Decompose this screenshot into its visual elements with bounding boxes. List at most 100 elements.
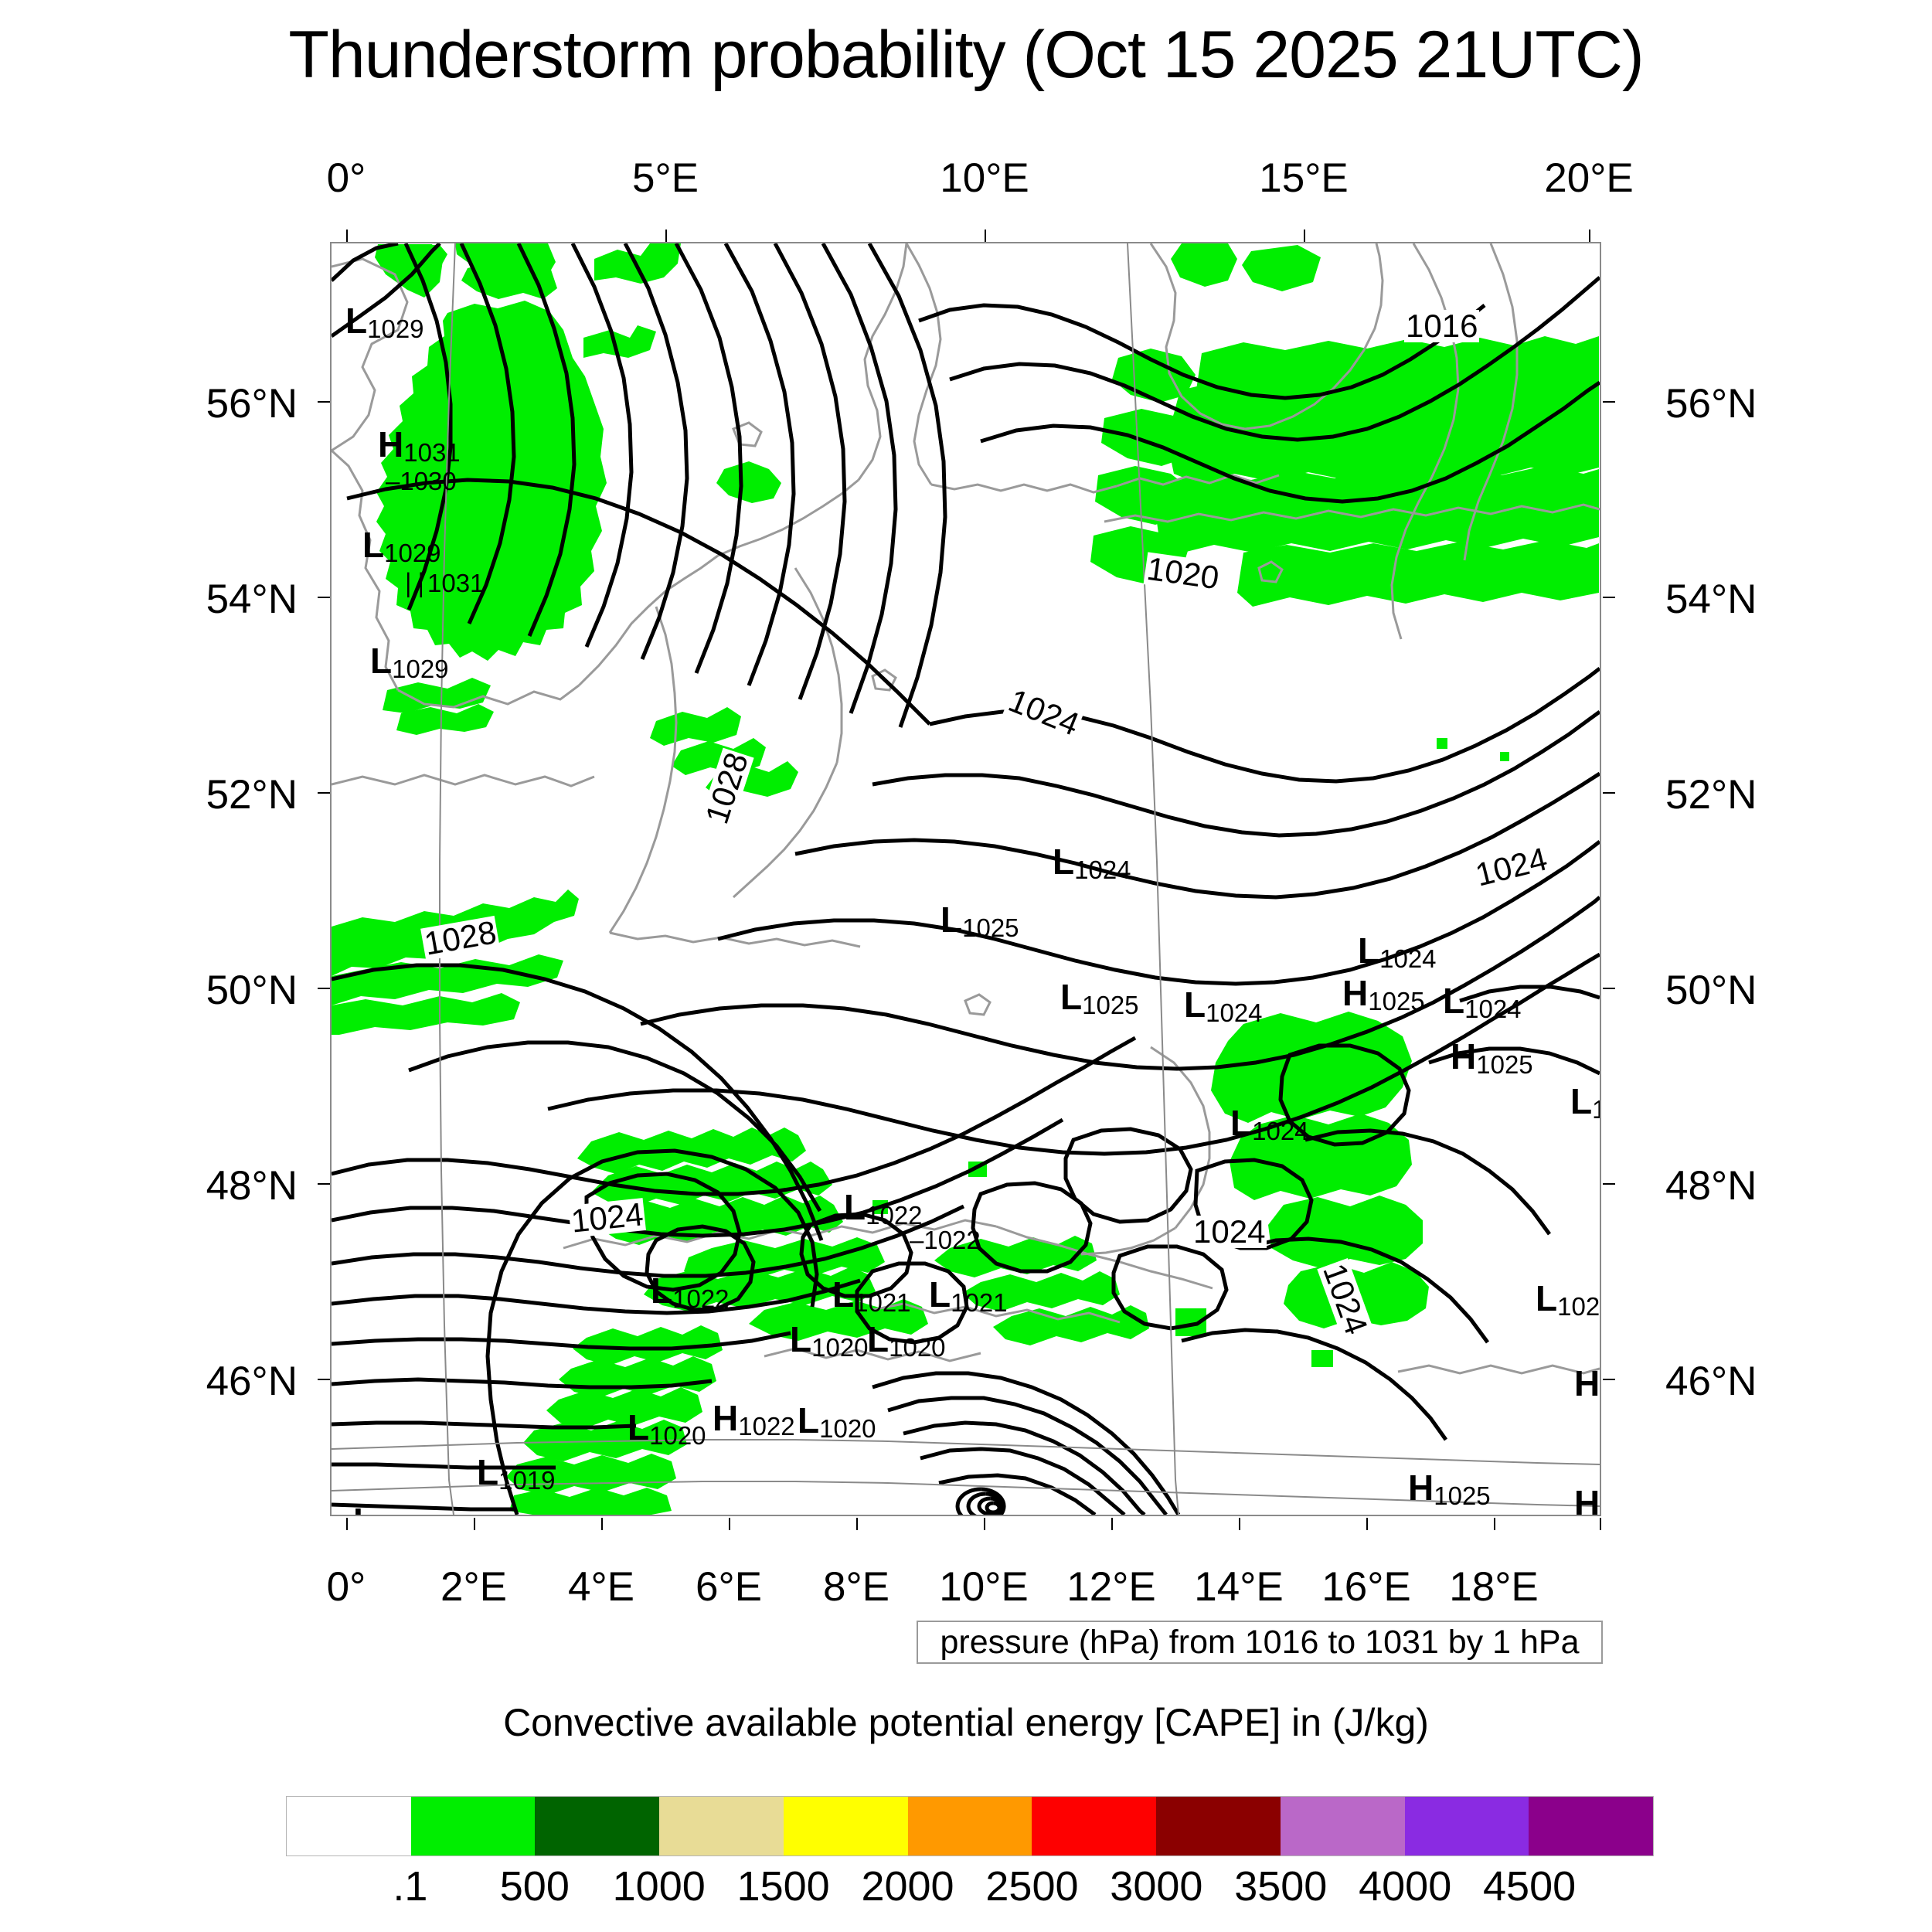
lat-label-left: 56°N <box>206 381 298 427</box>
map-plot-area[interactable]: L1029 H1031 –1030 L1029 ∣∣1031 L1029 L10… <box>330 242 1601 1516</box>
pressure-center: L1024 <box>1443 981 1522 1023</box>
axis-tick-bottom <box>1111 1518 1113 1530</box>
pressure-center: L1024 <box>1536 1278 1600 1321</box>
colorbar-cell-3[interactable] <box>659 1797 784 1855</box>
lon-label-bottom: 8°E <box>822 1564 890 1610</box>
axis-tick-right <box>1603 792 1615 794</box>
colorbar-cell-10[interactable] <box>1529 1797 1654 1855</box>
pressure-center: L1025 <box>1060 977 1139 1019</box>
pressure-center: L1021 <box>929 1274 1008 1317</box>
lon-label-top: 5°E <box>631 155 699 201</box>
lat-label-left: 48°N <box>206 1163 298 1209</box>
isobar-layer <box>332 243 1600 1515</box>
axis-tick-left <box>318 988 330 989</box>
axis-tick-top <box>985 230 986 242</box>
pressure-center: –1030 <box>386 467 457 495</box>
axis-tick-right <box>1603 597 1615 598</box>
colorbar-title: Convective available potential energy [C… <box>503 1701 1429 1744</box>
axis-tick-bottom <box>729 1518 730 1530</box>
pressure-center: L1022 <box>651 1270 730 1313</box>
colorbar-tick: 2500 <box>985 1863 1079 1910</box>
pressure-center: H1031 <box>378 424 461 467</box>
colorbar-cell-8[interactable] <box>1280 1797 1405 1855</box>
pressure-center: L1022 <box>844 1187 923 1230</box>
axis-tick-right <box>1603 401 1615 403</box>
pressure-center: L1029 <box>345 301 424 343</box>
lon-label-bottom: 2°E <box>440 1564 508 1610</box>
pressure-center: H1025 <box>1342 973 1425 1015</box>
colorbar-tick: 4000 <box>1359 1863 1452 1910</box>
lat-label-right: 54°N <box>1665 577 1757 622</box>
pressure-center: L1019 <box>353 1503 432 1515</box>
colorbar-cell-9[interactable] <box>1404 1797 1529 1855</box>
pressure-center: L1020 <box>867 1319 946 1362</box>
pressure-center: ∣∣1031 <box>402 569 485 597</box>
map-canvas <box>332 243 1600 1515</box>
axis-tick-bottom <box>1494 1518 1495 1530</box>
lon-label-top: 0° <box>326 155 366 201</box>
pressure-center: H1025 <box>1408 1468 1491 1510</box>
axis-tick-top <box>346 230 348 242</box>
pressure-center: H1025 <box>1451 1036 1533 1079</box>
axis-tick-right <box>1603 988 1615 989</box>
contour-label: 1016 <box>1404 308 1480 344</box>
lat-label-left: 50°N <box>206 968 298 1013</box>
coastline-layer <box>332 243 1600 1375</box>
lon-label-bottom: 4°E <box>567 1564 635 1610</box>
colorbar-tick: 4500 <box>1483 1863 1577 1910</box>
pressure-center: –1022 <box>910 1226 981 1254</box>
lon-label-bottom: 0° <box>326 1564 366 1610</box>
lon-label-bottom: 12°E <box>1066 1564 1156 1610</box>
colorbar-tick-labels: .1 500 1000 1500 2000 2500 3000 3500 400… <box>286 1862 1652 1917</box>
lat-label-right: 46°N <box>1665 1359 1757 1404</box>
pressure-center: L1020 <box>628 1407 706 1450</box>
colorbar-cell-2[interactable] <box>535 1797 660 1855</box>
cape-colorbar[interactable] <box>286 1796 1654 1856</box>
axis-tick-left <box>318 1183 330 1185</box>
pressure-center: H <box>1574 1483 1600 1516</box>
pressure-center: L1024 <box>1053 842 1131 884</box>
colorbar-cell-0[interactable] <box>287 1797 411 1855</box>
axis-tick-top <box>1304 230 1305 242</box>
axis-tick-left <box>318 792 330 794</box>
colorbar-cell-6[interactable] <box>1032 1797 1157 1855</box>
lat-label-left: 46°N <box>206 1359 298 1404</box>
lat-label-right: 56°N <box>1665 381 1757 427</box>
lon-label-bottom: 14°E <box>1194 1564 1284 1610</box>
axis-tick-bottom <box>856 1518 858 1530</box>
pressure-center: H <box>1574 1363 1600 1403</box>
pressure-center: L1024 <box>1358 930 1437 973</box>
axis-tick-left <box>318 597 330 598</box>
axis-tick-left <box>318 401 330 403</box>
colorbar-cell-4[interactable] <box>783 1797 908 1855</box>
colorbar-cell-5[interactable] <box>907 1797 1032 1855</box>
axis-tick-bottom <box>984 1518 985 1530</box>
pressure-center: L1024 <box>1184 985 1263 1027</box>
colorbar-cell-7[interactable] <box>1156 1797 1281 1855</box>
lon-label-top: 15°E <box>1259 155 1349 201</box>
page-title: Thunderstorm probability (Oct 15 2025 21… <box>288 18 1644 92</box>
axis-tick-top <box>1589 230 1590 242</box>
axis-tick-bottom <box>474 1518 475 1530</box>
pressure-center: L1020 <box>790 1319 869 1362</box>
axis-tick-right <box>1603 1379 1615 1380</box>
colorbar-tick: 1500 <box>736 1863 830 1910</box>
pressure-center: L1029 <box>362 525 441 567</box>
pressure-center: L1029 <box>370 641 449 683</box>
axis-tick-top <box>665 230 667 242</box>
axis-tick-right <box>1603 1183 1615 1185</box>
lon-label-top: 20°E <box>1544 155 1634 201</box>
pressure-center: L1021 <box>832 1274 911 1317</box>
colorbar-tick: 3000 <box>1110 1863 1203 1910</box>
lat-label-left: 52°N <box>206 772 298 818</box>
lat-label-right: 50°N <box>1665 968 1757 1013</box>
lon-label-bottom: 18°E <box>1449 1564 1539 1610</box>
colorbar-cell-1[interactable] <box>410 1797 536 1855</box>
colorbar-tick: 3500 <box>1234 1863 1328 1910</box>
lon-label-top: 10°E <box>940 155 1029 201</box>
colorbar-tick: 1000 <box>612 1863 706 1910</box>
pressure-legend-box: pressure (hPa) from 1016 to 1031 by 1 hP… <box>917 1621 1603 1664</box>
contour-label: 1024 <box>1192 1213 1267 1250</box>
lat-label-right: 48°N <box>1665 1163 1757 1209</box>
